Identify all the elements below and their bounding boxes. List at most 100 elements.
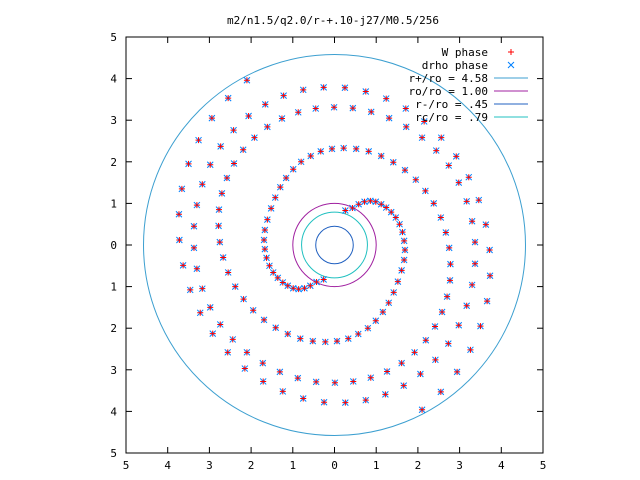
w-phase-point (321, 399, 328, 406)
circle-r (301, 211, 368, 279)
w-phase-point (317, 148, 324, 155)
w-phase-point (193, 202, 200, 209)
w-phase-point (301, 285, 308, 292)
w-phase-point (229, 336, 236, 343)
w-phase-point (309, 338, 316, 345)
w-phase-point (383, 204, 390, 211)
w-phase-point (263, 254, 270, 261)
w-phase-point (245, 113, 252, 120)
w-phase-point (207, 161, 214, 168)
w-phase-point (190, 244, 197, 251)
w-phase-point (353, 145, 360, 152)
w-phase-point (447, 261, 454, 268)
w-phase-point (383, 95, 390, 102)
w-phase-point (437, 388, 444, 395)
w-phase-point (431, 323, 438, 330)
legend-label: rc/ro = .79 (415, 111, 488, 124)
x-tick-label: 3 (456, 459, 463, 472)
w-phase-point (355, 201, 362, 208)
w-phase-point (472, 239, 479, 246)
w-phase-point (218, 190, 225, 197)
w-phase-point (284, 331, 291, 338)
w-phase-point (486, 246, 493, 253)
w-phase-point (482, 221, 489, 228)
w-phase-point (402, 105, 409, 112)
w-phase-point (484, 298, 491, 305)
w-phase-point (368, 108, 375, 115)
w-phase-point (272, 324, 279, 331)
w-phase-point (419, 134, 426, 141)
w-phase-point (487, 272, 494, 279)
x-tick-label: 4 (164, 459, 171, 472)
w-phase-point (438, 134, 445, 141)
w-phase-point (297, 335, 304, 342)
w-phase-point (313, 279, 320, 286)
w-phase-point (300, 395, 307, 402)
w-phase-point (417, 370, 424, 377)
w-phase-point (250, 307, 257, 314)
w-phase-point (278, 115, 285, 122)
w-phase-point (225, 95, 232, 102)
w-phase-point (176, 237, 183, 244)
w-phase-point (290, 166, 297, 173)
w-phase-point (224, 349, 231, 356)
circle-r (315, 225, 354, 265)
y-tick-label: 4 (110, 405, 117, 418)
w-phase-point (243, 349, 250, 356)
w-phase-point (362, 397, 369, 404)
w-phase-point (411, 349, 418, 356)
w-phase-point (412, 176, 419, 183)
w-phase-point (463, 302, 470, 309)
w-phase-point (180, 262, 187, 269)
w-phase-point (385, 299, 392, 306)
w-phase-point (241, 365, 248, 372)
w-phase-point (379, 308, 386, 315)
w-phase-point (439, 308, 446, 315)
w-phase-point (307, 282, 314, 289)
w-phase-point (445, 162, 452, 169)
y-tick-label: 0 (110, 239, 117, 252)
w-phase-point (472, 260, 479, 267)
x-tick-label: 4 (498, 459, 505, 472)
radius-circles (143, 53, 526, 437)
w-phase-point (294, 375, 301, 382)
w-phase-point (260, 378, 267, 385)
w-phase-point (475, 197, 482, 204)
w-phase-point (328, 145, 335, 152)
y-tick-label: 5 (110, 447, 117, 460)
w-phase-point (175, 211, 182, 218)
w-phase-point (277, 184, 284, 191)
w-phase-point (207, 304, 214, 311)
w-phase-point (279, 279, 286, 286)
legend-label: W phase (442, 46, 488, 59)
w-phase-point (430, 200, 437, 207)
w-phase-point (307, 152, 314, 159)
w-phase-point (419, 406, 426, 413)
drho-phase-point (507, 61, 515, 69)
y-tick-label: 2 (110, 156, 117, 169)
w-phase-point (422, 187, 429, 194)
w-phase-point (264, 123, 271, 130)
w-phase-point (295, 109, 302, 116)
y-tick-label: 5 (110, 31, 117, 44)
y-tick-label: 3 (110, 114, 117, 127)
w-phase-point (386, 115, 393, 122)
w-phase-point (390, 159, 397, 166)
w-phase-point (365, 148, 372, 155)
w-phase-point (190, 223, 197, 230)
w-phase-point (312, 105, 319, 112)
w-phase-point (467, 346, 474, 353)
w-phase-point (290, 285, 297, 292)
x-tick-label: 2 (415, 459, 422, 472)
w-phase-point (453, 153, 460, 160)
w-phase-point (421, 118, 428, 125)
w-phase-point (401, 237, 408, 244)
w-phase-point (398, 267, 405, 274)
x-tick-label: 0 (331, 459, 338, 472)
w-phase-point (199, 181, 206, 188)
w-phase-point (392, 214, 399, 221)
w-phase-point (261, 316, 268, 323)
w-phase-point (276, 368, 283, 375)
w-phase-point (193, 265, 200, 272)
